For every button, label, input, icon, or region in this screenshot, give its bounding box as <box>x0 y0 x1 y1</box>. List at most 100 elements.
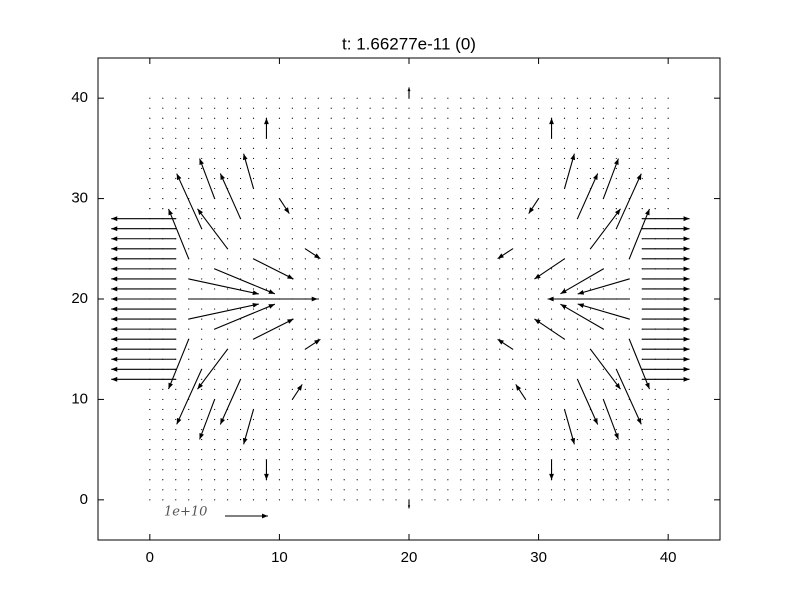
grid-point <box>447 298 449 300</box>
grid-point <box>278 177 281 180</box>
grid-point <box>395 338 397 340</box>
grid-point <box>512 238 514 240</box>
grid-point <box>343 479 345 481</box>
grid-point <box>278 258 281 260</box>
grid-point <box>304 398 306 401</box>
grid-point <box>330 278 332 280</box>
grid-point <box>408 298 410 300</box>
grid-point <box>628 127 630 129</box>
grid-point <box>408 228 410 230</box>
grid-point <box>162 418 164 421</box>
grid-point <box>369 308 371 310</box>
grid-point <box>589 157 592 160</box>
grid-point <box>460 318 462 320</box>
grid-point <box>369 208 371 210</box>
grid-point <box>317 499 319 501</box>
vector-arrow <box>111 376 176 382</box>
grid-point <box>563 438 566 441</box>
grid-point <box>239 418 242 421</box>
grid-point <box>537 288 540 290</box>
grid-point <box>615 147 617 149</box>
grid-point <box>615 499 617 501</box>
grid-point <box>434 248 436 250</box>
grid-point <box>602 459 604 461</box>
grid-point <box>408 318 410 320</box>
grid-point <box>356 167 358 170</box>
grid-point <box>628 117 630 119</box>
grid-point <box>641 107 643 109</box>
grid-point <box>473 197 475 200</box>
grid-point <box>214 208 216 210</box>
grid-point <box>201 348 203 350</box>
grid-point <box>252 449 255 451</box>
grid-point <box>589 418 592 421</box>
grid-point <box>628 358 630 360</box>
grid-point <box>317 418 319 421</box>
grid-point <box>343 328 345 330</box>
grid-point <box>563 97 566 99</box>
vector-arrow <box>563 409 576 445</box>
grid-point <box>188 137 190 139</box>
grid-point <box>239 348 242 350</box>
grid-point <box>252 328 255 330</box>
grid-point <box>434 308 436 310</box>
grid-point <box>382 428 384 431</box>
grid-point <box>525 97 527 99</box>
grid-point <box>162 499 164 501</box>
grid-point <box>576 308 579 310</box>
grid-point <box>291 459 293 461</box>
grid-point <box>512 368 514 370</box>
grid-point <box>214 248 216 250</box>
grid-point <box>356 479 358 481</box>
grid-point <box>369 177 371 180</box>
grid-point <box>576 489 579 491</box>
grid-point <box>188 348 190 350</box>
grid-point <box>343 398 345 401</box>
grid-point <box>602 308 604 310</box>
grid-point <box>304 238 306 240</box>
grid-point <box>550 428 553 431</box>
grid-point <box>395 438 397 441</box>
grid-point <box>291 438 293 441</box>
grid-point <box>226 117 229 119</box>
grid-point <box>460 127 462 129</box>
grid-point <box>602 218 604 220</box>
grid-point <box>356 268 358 270</box>
grid-point <box>525 459 527 461</box>
grid-point <box>356 348 358 350</box>
grid-point <box>343 449 345 451</box>
grid-point <box>434 137 436 139</box>
grid-point <box>343 197 345 200</box>
grid-point <box>576 228 579 230</box>
grid-point <box>576 449 579 451</box>
grid-point <box>460 177 462 180</box>
grid-point <box>175 499 177 501</box>
grid-point <box>473 147 475 149</box>
grid-point <box>395 408 397 411</box>
grid-point <box>330 428 332 431</box>
grid-point <box>369 489 371 491</box>
grid-point <box>654 127 656 129</box>
grid-point <box>447 157 449 160</box>
grid-point <box>408 368 410 370</box>
grid-point <box>486 348 488 350</box>
grid-point <box>550 338 553 340</box>
vector-arrow <box>642 306 690 312</box>
grid-point <box>330 459 332 461</box>
grid-point <box>226 378 229 380</box>
grid-point <box>654 469 656 471</box>
grid-point <box>628 438 630 441</box>
grid-point <box>278 167 281 170</box>
grid-point <box>537 137 540 139</box>
grid-point <box>188 489 190 491</box>
vector-arrow <box>577 303 630 320</box>
grid-point <box>239 177 242 180</box>
grid-point <box>188 238 190 240</box>
grid-point <box>537 268 540 270</box>
grid-point <box>537 358 540 360</box>
grid-point <box>525 438 527 441</box>
grid-point <box>460 268 462 270</box>
grid-point <box>226 318 229 320</box>
grid-point <box>486 187 488 190</box>
grid-point <box>486 378 488 380</box>
